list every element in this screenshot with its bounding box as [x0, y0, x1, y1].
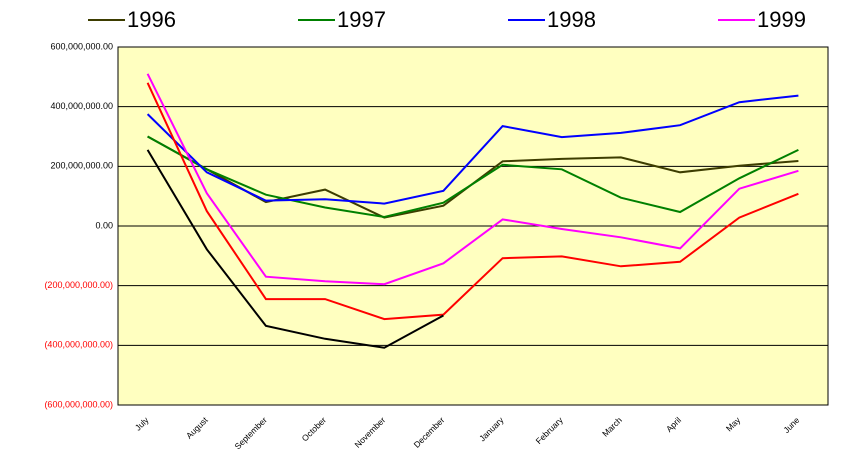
x-tick-label: December: [412, 415, 447, 450]
y-tick-label: (200,000,000.00): [44, 280, 113, 290]
x-tick-label: April: [664, 415, 683, 434]
series-line: [146, 73, 799, 286]
legend-label: 1999: [757, 7, 806, 32]
series-line: [147, 135, 799, 219]
x-tick-label: November: [352, 415, 387, 450]
y-tick-label: 200,000,000.00: [50, 161, 113, 171]
x-tick-label: July: [133, 414, 151, 432]
y-tick-label: 600,000,000.00: [50, 41, 113, 51]
x-tick-label: October: [300, 415, 329, 444]
y-tick-label: 0.00: [95, 220, 113, 230]
series-line: [146, 82, 799, 321]
y-tick-label: 400,000,000.00: [50, 101, 113, 111]
legend-label: 1996: [127, 7, 176, 32]
series-line: [146, 149, 444, 349]
x-tick-label: March: [600, 415, 624, 439]
legend-label: 1997: [337, 7, 386, 32]
x-tick-label: September: [232, 415, 269, 452]
y-tick-label: (400,000,000.00): [44, 340, 113, 350]
x-tick-label: May: [724, 414, 743, 433]
x-tick-label: February: [534, 414, 566, 446]
series-line: [146, 94, 799, 205]
x-tick-label: June: [781, 415, 801, 435]
legend-label: 1998: [547, 7, 596, 32]
x-tick-label: August: [184, 414, 210, 440]
y-tick-label: (600,000,000.00): [44, 399, 113, 409]
x-tick-label: January: [477, 414, 506, 443]
